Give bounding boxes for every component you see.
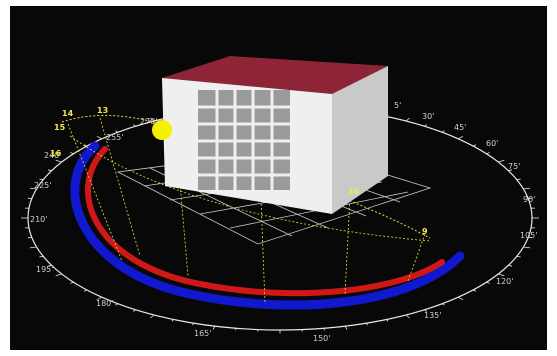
compass-label: 90' <box>523 195 535 204</box>
ring-tick <box>441 130 445 133</box>
ring-tick <box>523 246 531 249</box>
ring-tick <box>96 135 102 140</box>
compass-label: 180' <box>96 299 113 308</box>
ring-tick <box>55 273 62 277</box>
blue-band <box>70 141 465 310</box>
compass-label: 240' <box>44 151 61 160</box>
ring-tick <box>70 281 74 284</box>
compass-label: 225' <box>34 181 51 190</box>
ring-tick <box>523 187 531 190</box>
compass-label: 210' <box>30 215 47 224</box>
ring-tick <box>458 296 464 301</box>
compass-label: 270' <box>140 117 157 126</box>
compass-label: 75' <box>508 162 520 171</box>
ring-tick <box>516 178 521 181</box>
compass-label: 30' <box>422 112 434 121</box>
ring-tick <box>508 264 513 267</box>
ring-tick <box>39 178 44 181</box>
compass-label: 150' <box>313 334 330 343</box>
ring-tick <box>150 117 155 122</box>
ring-tick <box>39 255 44 258</box>
ring-tick <box>498 159 505 163</box>
ring-tick <box>29 246 37 249</box>
3d-viewport[interactable]: 5' 30' 45' 60' 75' 90' 105' 120' 135' 15… <box>10 6 547 350</box>
ring-tick <box>132 124 136 127</box>
compass-label: 105' <box>520 231 537 240</box>
building <box>162 56 388 214</box>
ring-tick <box>47 169 52 172</box>
compass-label: 135' <box>424 311 441 320</box>
ring-tick <box>29 187 37 190</box>
ring-tick <box>212 326 216 330</box>
ring-tick <box>150 314 155 319</box>
ring-tick <box>498 273 505 277</box>
ring-tick <box>472 289 477 292</box>
hour-label: 15 <box>54 123 66 132</box>
compass-label: 5' <box>394 101 401 110</box>
ring-tick <box>83 144 88 147</box>
hour-labels: 14 13 15 16 10 9 <box>50 106 428 236</box>
ring-tick <box>132 309 136 312</box>
compass-label: 165' <box>194 329 211 338</box>
ring-tick <box>386 319 389 322</box>
ring-tick <box>405 117 410 122</box>
ring-tick <box>115 130 119 133</box>
ring-tick <box>96 296 102 301</box>
ring-tick <box>424 309 428 312</box>
compass-label: 60' <box>486 139 498 148</box>
ring-tick <box>235 328 237 331</box>
ring-tick <box>171 319 174 322</box>
building-window-grid <box>198 90 290 190</box>
hour-label: 14 <box>62 109 74 118</box>
sun-path-lower <box>69 135 431 242</box>
ring-tick <box>405 314 410 319</box>
ring-tick <box>115 303 119 306</box>
ring-tick <box>486 281 490 284</box>
ring-tick <box>424 124 428 127</box>
sun-path-scene[interactable]: 5' 30' 45' 60' 75' 90' 105' 120' 135' 15… <box>10 6 547 350</box>
ring-tick <box>516 255 521 258</box>
ring-tick <box>83 289 88 292</box>
ring-tick <box>486 152 490 155</box>
ring-tick <box>192 322 195 326</box>
ring-tick <box>508 169 513 172</box>
hour-label: 10 <box>348 187 360 196</box>
ring-tick <box>344 326 348 330</box>
building-side-wall <box>332 66 388 214</box>
ring-tick <box>365 322 368 326</box>
sun-icon[interactable] <box>152 120 172 140</box>
ring-tick <box>323 328 325 331</box>
hour-label: 13 <box>97 106 108 115</box>
compass-labels: 5' 30' 45' 60' 75' 90' 105' 120' 135' 15… <box>30 101 537 343</box>
red-band <box>85 146 445 297</box>
compass-label: 195' <box>36 265 53 274</box>
building-roof <box>162 56 388 94</box>
ring-tick <box>70 152 74 155</box>
compass-label: 255' <box>106 133 123 142</box>
hour-label: 9 <box>422 227 428 236</box>
ring-tick <box>47 264 52 267</box>
compass-label: 45' <box>454 123 466 132</box>
ring-tick <box>472 144 477 147</box>
ring-tick <box>458 135 464 140</box>
compass-label: 120' <box>496 277 513 286</box>
ring-tick <box>441 303 445 306</box>
ring-tick <box>55 159 62 163</box>
hour-label: 16 <box>50 149 62 158</box>
